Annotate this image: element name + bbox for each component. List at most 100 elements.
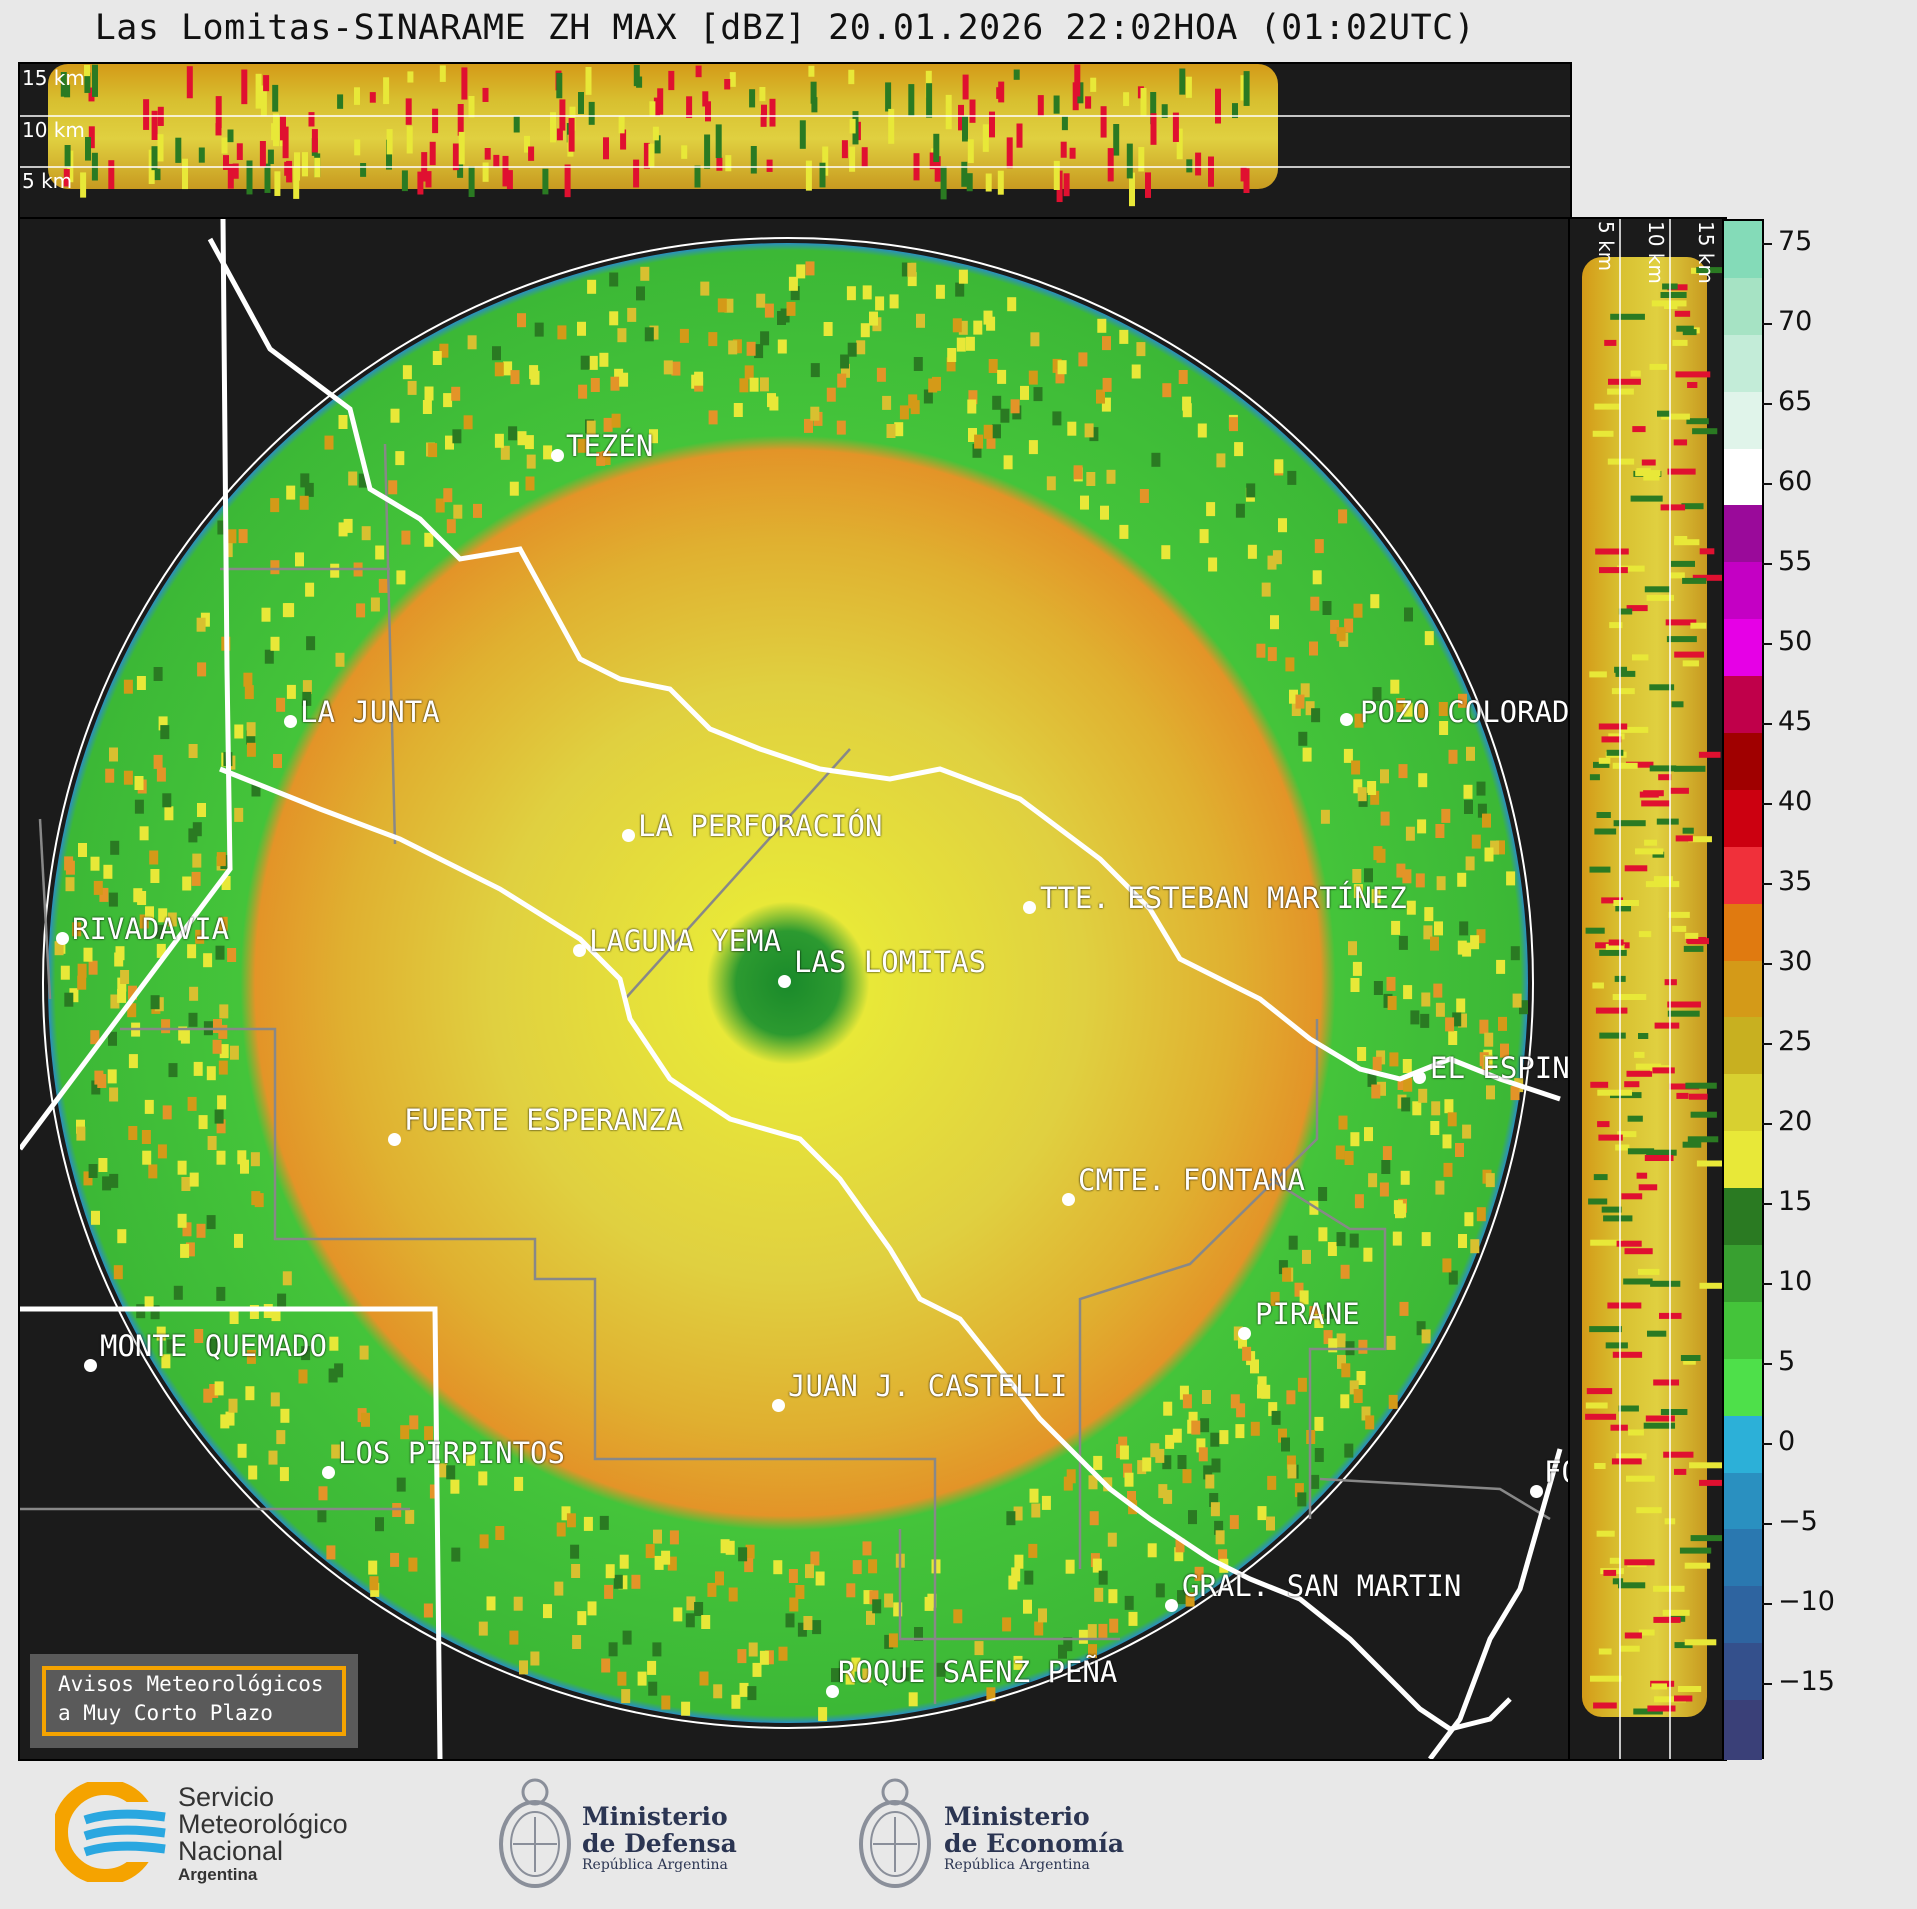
profile-speckle <box>1646 1149 1677 1156</box>
profile-speckle <box>568 118 575 152</box>
echo-speckle <box>93 880 103 895</box>
echo-speckle <box>214 1381 224 1396</box>
echo-speckle <box>254 1193 264 1208</box>
echo-speckle <box>103 864 113 879</box>
echo-speckle <box>1102 336 1111 351</box>
echo-speckle <box>777 339 787 354</box>
echo-speckle <box>587 1601 597 1616</box>
city-label-pozo-colorado: POZO COLORAD <box>1360 695 1570 729</box>
avisos-box[interactable]: Avisos Meteorológicos a Muy Corto Plazo <box>30 1654 358 1748</box>
echo-speckle <box>1028 440 1038 455</box>
city-label-tte-esteban: TTE. ESTEBAN MARTÍNEZ <box>1040 881 1407 915</box>
echo-speckle <box>273 754 282 768</box>
smn-logo-icon <box>55 1782 166 1882</box>
echo-speckle <box>390 1552 400 1567</box>
profile-speckle <box>1683 945 1704 952</box>
profile-speckle <box>1597 1121 1610 1128</box>
profile-speckle <box>1643 474 1660 481</box>
profile-speckle <box>1604 339 1617 346</box>
echo-speckle <box>479 1534 489 1549</box>
echo-speckle <box>1381 1160 1391 1174</box>
profile-speckle <box>1656 818 1679 825</box>
profile-speckle <box>654 135 661 154</box>
profile-speckle <box>1594 403 1620 410</box>
echo-speckle <box>760 331 770 346</box>
echo-speckle <box>788 276 798 291</box>
echo-speckle <box>245 1386 255 1401</box>
echo-speckle <box>334 1363 344 1378</box>
profile-speckle <box>1667 1010 1700 1017</box>
echo-speckle <box>1242 1346 1252 1361</box>
profile-speckle <box>354 87 360 105</box>
profile-speckle <box>1589 866 1611 873</box>
profile-speckle <box>286 160 293 183</box>
echo-speckle <box>1236 1403 1246 1418</box>
echo-speckle <box>1008 1575 1018 1590</box>
echo-speckle <box>1131 364 1141 379</box>
colorbar-segment <box>1724 562 1762 623</box>
echo-speckle <box>450 1479 460 1494</box>
colorbar-tick <box>1762 243 1772 245</box>
profile-speckle <box>668 70 675 91</box>
echo-speckle <box>649 325 659 340</box>
city-dot-pozo-colorado <box>1340 713 1353 726</box>
echo-speckle <box>1510 1086 1520 1101</box>
echo-speckle <box>524 435 534 450</box>
echo-speckle <box>601 1658 611 1673</box>
echo-speckle <box>1188 1510 1197 1525</box>
echo-speckle <box>299 495 309 510</box>
echo-speckle <box>1367 781 1377 795</box>
profile-speckle <box>822 146 829 176</box>
profile-speckle <box>1668 911 1690 918</box>
echo-speckle <box>276 697 286 712</box>
echo-speckle <box>234 1233 243 1248</box>
echo-speckle <box>681 1701 691 1716</box>
echo-speckle <box>508 426 518 441</box>
echo-speckle <box>1058 1644 1067 1659</box>
echo-speckle <box>1161 545 1171 560</box>
echo-speckle <box>805 1564 814 1579</box>
echo-speckle <box>1458 693 1467 708</box>
profile-speckle <box>1597 1089 1633 1096</box>
echo-speckle <box>1020 385 1029 400</box>
echo-speckle <box>128 985 137 1000</box>
city-dot-el-espin <box>1413 1071 1426 1084</box>
profile-speckle <box>1612 1351 1643 1358</box>
profile-speckle <box>401 170 408 192</box>
echo-speckle <box>744 1558 754 1573</box>
profile-speckle <box>1674 539 1700 546</box>
echo-speckle <box>605 1564 615 1579</box>
echo-speckle <box>580 355 590 370</box>
echo-speckle <box>173 1285 183 1300</box>
profile-speckle <box>386 129 393 155</box>
colorbar-segment <box>1724 1131 1762 1192</box>
echo-speckle <box>167 912 177 927</box>
echo-speckle <box>1350 978 1360 992</box>
echo-speckle <box>161 1019 171 1034</box>
profile-speckle <box>1590 1239 1623 1246</box>
profile-speckle <box>1601 897 1624 904</box>
profile-speckle <box>1150 92 1157 125</box>
city-label-pirane: PIRANE <box>1255 1297 1360 1331</box>
smn-line2: Meteorológico <box>178 1809 348 1839</box>
echo-speckle <box>967 399 977 414</box>
echo-speckle <box>1443 1162 1453 1177</box>
profile-speckle <box>1585 1402 1608 1409</box>
echo-speckle <box>1484 847 1494 862</box>
colorbar-tick <box>1762 1443 1772 1445</box>
echo-speckle <box>1344 1151 1354 1165</box>
profile-speckle <box>542 168 549 195</box>
echo-speckle <box>1250 1359 1259 1374</box>
profile-speckle <box>1589 1326 1622 1333</box>
profile-speckle <box>461 67 468 100</box>
echo-speckle <box>583 1516 593 1531</box>
city-dot-juan-castelli <box>772 1399 785 1412</box>
profile-speckle <box>63 169 70 187</box>
echo-speckle <box>1127 1491 1136 1505</box>
echo-speckle <box>318 1486 328 1501</box>
profile-speckle <box>989 111 995 138</box>
echo-speckle <box>663 360 673 375</box>
echo-speckle <box>1448 1270 1458 1285</box>
city-dot-fuerte-esperanza <box>388 1133 401 1146</box>
echo-speckle <box>724 298 734 313</box>
